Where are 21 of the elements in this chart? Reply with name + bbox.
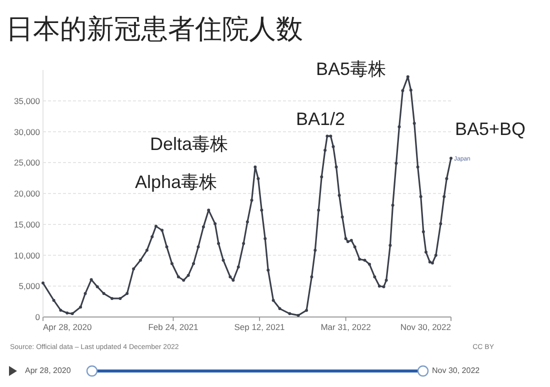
text: BA5+BQ — [455, 119, 526, 139]
y-tick-label: 5,000 — [18, 281, 40, 292]
annotation: Delta毒株 — [150, 134, 228, 154]
y-tick-label: 30,000 — [14, 126, 40, 137]
y-tick-label: 15,000 — [14, 219, 40, 230]
y-tick-label: 35,000 — [14, 96, 40, 106]
annotation: Alpha毒株 — [135, 172, 218, 192]
x-tick-label: Nov 30, 2022 — [400, 322, 452, 332]
x-tick-label: Sep 12, 2021 — [234, 322, 286, 332]
x-tick-label: Mar 31, 2022 — [320, 322, 372, 332]
x-tick-label: Feb 24, 2021 — [148, 322, 199, 332]
chart-title: 日本的新冠患者住院人数 — [6, 14, 303, 44]
y-tick-label: 20,000 — [14, 188, 40, 198]
text: Apr 28, 2020 — [25, 366, 72, 375]
annotation: BA1/2 — [296, 109, 346, 129]
x-tick-label: Apr 28, 2020 — [43, 322, 92, 332]
y-tick-label: 25,000 — [14, 158, 40, 168]
y-tick-label: 10,000 — [14, 250, 40, 260]
text: Nov 30, 2022 — [432, 366, 480, 375]
annotation: BA5毒株 — [316, 59, 386, 79]
y-tick-label: 0 — [35, 312, 40, 322]
